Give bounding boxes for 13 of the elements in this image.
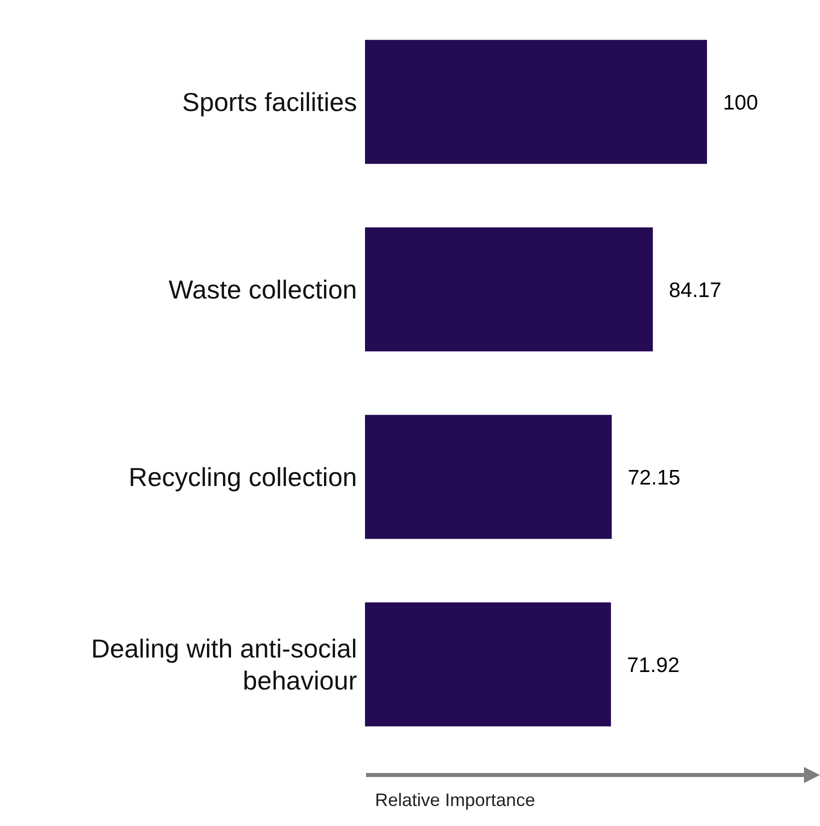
y-tick-label: Recycling collection [128, 462, 357, 492]
data-label: 100 [723, 91, 758, 114]
data-label: 72.15 [628, 466, 680, 490]
data-label: 71.92 [626, 654, 680, 677]
y-tick-label: Sports facilities [182, 86, 357, 117]
bar [365, 40, 707, 164]
bar [365, 227, 653, 352]
y-tick-label: Dealing with anti-social behaviour [91, 633, 358, 696]
y-tick-label: Waste collection [168, 274, 357, 304]
data-label: 84.17 [668, 278, 722, 302]
bar [365, 602, 611, 726]
x-axis-title: Relative Importance [375, 790, 536, 811]
bar [365, 414, 612, 539]
